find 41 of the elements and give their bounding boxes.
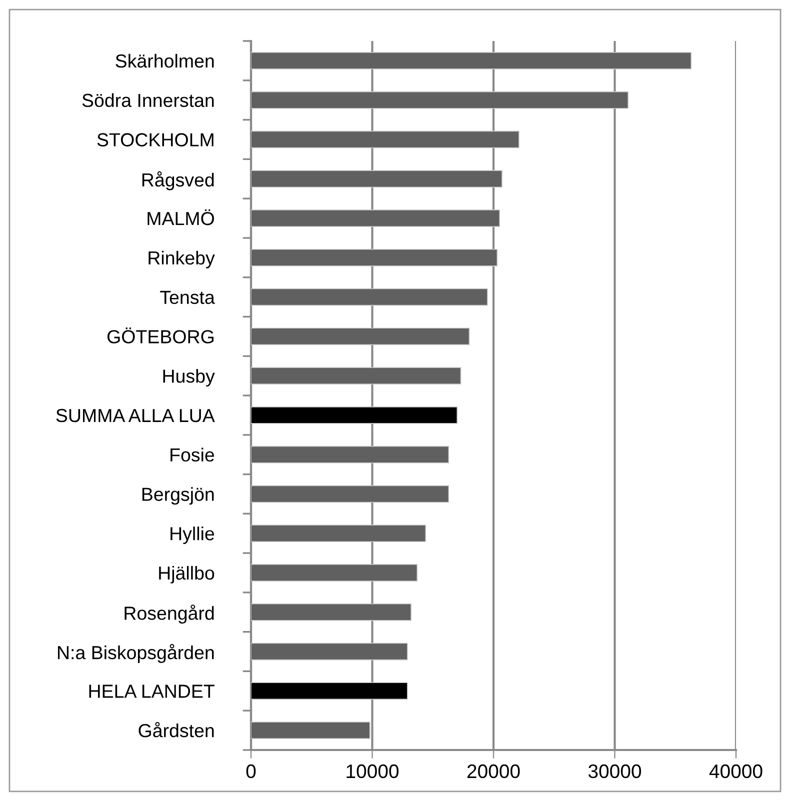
x-tick-label: 40000 [709, 764, 762, 778]
bar [251, 485, 450, 503]
y-tick-label: Gårdsten [138, 722, 214, 738]
bar [251, 210, 500, 227]
bar [251, 130, 520, 148]
x-tick-label: 20000 [467, 764, 520, 778]
y-tick-label: Rågsved [142, 171, 214, 190]
y-tick-label: Hjällbo [159, 566, 214, 584]
y-tick-label: MALMÖ [148, 209, 214, 226]
y-tick-label: Tensta [160, 290, 215, 304]
bar [251, 52, 692, 70]
y-tick-label: HELA LANDET [89, 684, 214, 698]
bar [251, 288, 488, 306]
bar [251, 446, 450, 464]
x-tick-label: 30000 [588, 764, 642, 778]
y-tick-label: Rosengård [124, 604, 214, 624]
x-tick-label: 10000 [346, 764, 399, 778]
bar [251, 367, 462, 384]
y-tick-label: Skärholmen [116, 54, 214, 68]
y-tick-label: Rinkeby [148, 250, 215, 268]
y-tick-label: SUMMA ALLA LUA [56, 408, 215, 422]
bar [251, 642, 408, 660]
bar [251, 722, 370, 739]
y-tick-label: Södra Innerstan [82, 93, 214, 108]
x-tick-label: 0 [246, 764, 256, 778]
bar [251, 406, 458, 424]
bar [251, 91, 629, 109]
y-tick-label: N:a Biskopsgården [58, 644, 214, 663]
y-tick-label: GÖTEBORG [107, 328, 214, 344]
y-tick-label: Bergsjön [142, 487, 214, 505]
bar [251, 682, 408, 700]
bar [251, 564, 418, 582]
bar [251, 524, 426, 542]
bar [251, 603, 412, 621]
bar [251, 170, 502, 188]
y-tick-label: Hyllie [170, 526, 214, 544]
y-tick-label: STOCKHOLM [97, 133, 214, 146]
y-tick-label: Husby [163, 369, 215, 386]
bar [251, 328, 470, 346]
bar [251, 248, 498, 266]
y-tick-label: Fosie [170, 448, 214, 462]
